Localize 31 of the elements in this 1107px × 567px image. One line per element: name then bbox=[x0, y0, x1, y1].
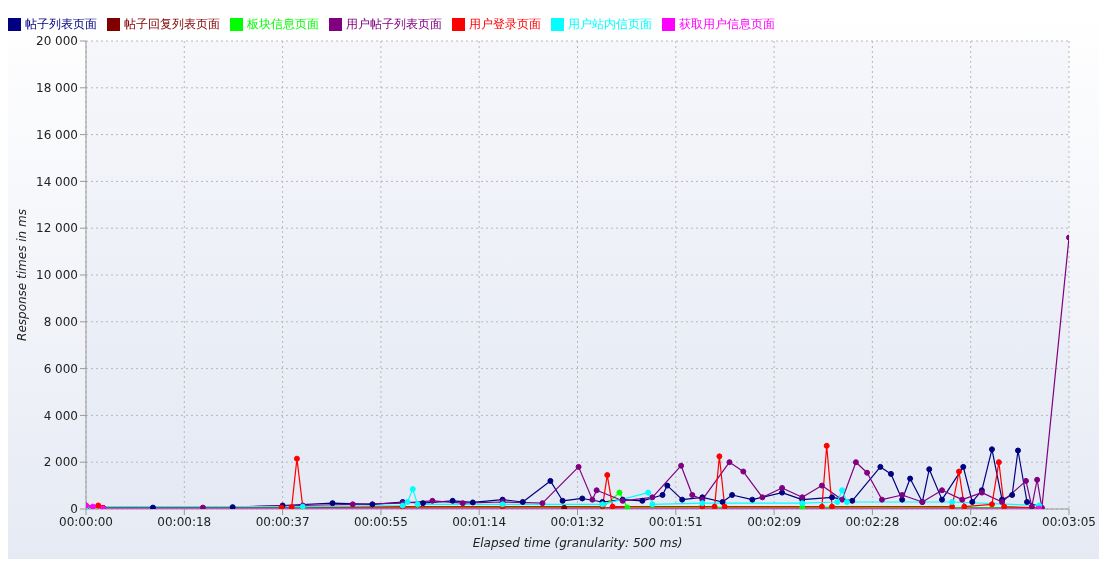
legend-label: 板块信息页面 bbox=[247, 17, 319, 31]
y-tick-label: 6 000 bbox=[43, 361, 78, 376]
y-tick-label: 10 000 bbox=[36, 268, 78, 283]
y-tick-label: 16 000 bbox=[36, 127, 78, 142]
legend-label: 用户站内信页面 bbox=[568, 17, 652, 31]
y-tick-label: 14 000 bbox=[36, 174, 78, 189]
x-tick-label: 00:02:46 bbox=[943, 514, 998, 529]
y-tick-label: 8 000 bbox=[43, 315, 78, 330]
legend-label: 用户登录页面 bbox=[469, 17, 541, 31]
y-tick-label: 0 bbox=[70, 502, 78, 517]
x-tick-label: 00:01:14 bbox=[452, 514, 507, 529]
x-tick-label: 00:01:51 bbox=[648, 514, 703, 529]
x-tick-label: 00:00:00 bbox=[59, 514, 113, 529]
x-tick-label: 00:00:55 bbox=[353, 514, 408, 529]
x-tick-label: 00:02:09 bbox=[747, 514, 802, 529]
x-tick-label: 00:02:28 bbox=[845, 514, 900, 529]
y-axis-title: Response times in ms bbox=[15, 209, 30, 341]
y-tick-label: 20 000 bbox=[36, 34, 78, 49]
legend-label: 帖子列表页面 bbox=[25, 17, 97, 31]
legend-label: 帖子回复列表页面 bbox=[124, 17, 220, 31]
legend-label: 获取用户信息页面 bbox=[679, 17, 775, 31]
x-tick-label: 00:00:37 bbox=[255, 514, 310, 529]
y-tick-label: 4 000 bbox=[43, 408, 78, 423]
y-tick-label: 2 000 bbox=[43, 455, 78, 470]
y-tick-label: 18 000 bbox=[36, 81, 78, 96]
x-tick-label: 00:00:18 bbox=[157, 514, 212, 529]
x-tick-label: 00:03:05 bbox=[1042, 514, 1096, 529]
legend-label: 用户帖子列表页面 bbox=[346, 17, 442, 31]
x-tick-label: 00:01:32 bbox=[550, 514, 605, 529]
y-tick-label: 12 000 bbox=[36, 221, 78, 236]
x-axis-title: Elapsed time (granularity: 500 ms) bbox=[472, 536, 683, 550]
